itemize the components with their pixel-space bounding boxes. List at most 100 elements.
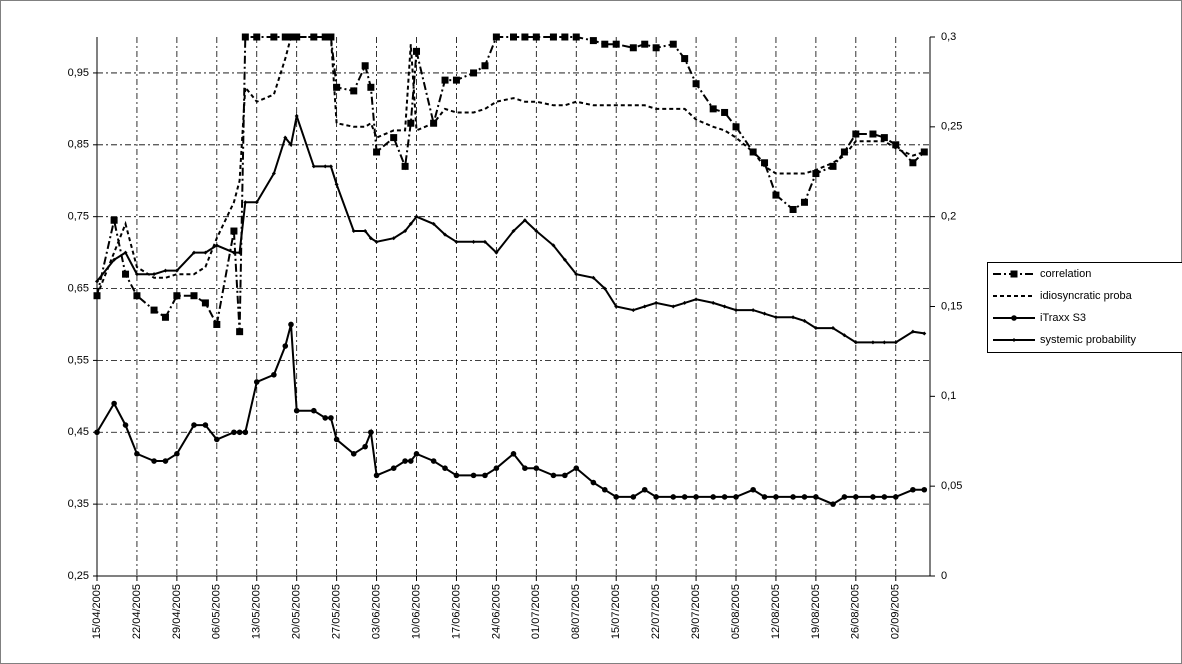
legend: correlation idiosyncratic proba iTraxx S3 s…	[987, 262, 1182, 353]
marker	[830, 501, 836, 507]
x-tick-label: 29/07/2005	[690, 584, 702, 639]
x-tick-label: 22/04/2005	[131, 584, 143, 639]
marker	[482, 472, 488, 479]
marker	[243, 200, 248, 205]
marker	[362, 443, 368, 450]
marker	[328, 415, 334, 421]
marker	[173, 292, 181, 300]
marker	[430, 458, 437, 464]
marker	[749, 148, 757, 156]
marker	[191, 250, 196, 255]
marker	[152, 272, 157, 277]
x-tick-label: 20/05/2005	[291, 584, 303, 639]
marker	[562, 257, 567, 262]
marker	[750, 486, 756, 493]
marker	[670, 494, 677, 500]
marker	[408, 458, 414, 464]
legend-box	[987, 262, 1182, 353]
marker	[722, 304, 727, 309]
marker	[762, 311, 767, 316]
marker	[163, 268, 168, 273]
marker	[761, 159, 769, 167]
marker	[368, 429, 374, 436]
marker	[882, 340, 887, 345]
grid: 0,25 0,35 0,45 0,55 0,65 0,75 0,85 0,95 0 0,05 0,1…	[68, 31, 963, 639]
marker	[361, 62, 369, 70]
marker	[374, 239, 379, 244]
marker	[134, 451, 140, 457]
marker	[813, 326, 818, 331]
marker	[492, 33, 500, 41]
x-tick-label: 22/07/2005	[650, 584, 662, 639]
marker	[133, 292, 141, 300]
plot-area	[93, 33, 928, 507]
marker	[561, 33, 569, 41]
marker	[892, 141, 900, 149]
marker	[681, 55, 689, 63]
marker	[202, 422, 209, 428]
marker	[772, 191, 780, 199]
marker	[334, 182, 339, 187]
marker	[203, 250, 208, 255]
x-tick-label: 06/05/2005	[211, 584, 223, 639]
marker	[1011, 315, 1017, 321]
marker	[328, 164, 333, 169]
marker	[413, 451, 420, 457]
marker	[842, 333, 847, 338]
marker	[629, 44, 637, 52]
marker	[800, 198, 808, 206]
x-tick-label: 15/04/2005	[91, 584, 103, 639]
marker	[271, 171, 276, 176]
marker	[869, 130, 877, 138]
marker	[922, 331, 927, 336]
marker	[174, 451, 180, 457]
marker	[373, 148, 381, 156]
marker	[391, 236, 396, 241]
marker	[214, 436, 220, 443]
marker	[550, 472, 557, 479]
x-tick-label: 10/06/2005	[410, 584, 422, 639]
marker	[802, 318, 807, 323]
y-tick-label: 0,95	[68, 67, 89, 79]
x-tick-label: 08/07/2005	[570, 584, 582, 639]
marker	[431, 221, 436, 226]
y-tick-label: 0,35	[68, 498, 89, 510]
series-line	[96, 112, 925, 344]
y2-tick-label: 0,2	[941, 211, 956, 223]
marker	[880, 134, 888, 142]
marker	[402, 458, 408, 464]
marker	[93, 292, 101, 300]
marker	[470, 69, 478, 77]
marker	[602, 286, 607, 291]
marker	[669, 40, 677, 48]
marker	[470, 472, 477, 479]
marker	[921, 486, 928, 493]
marker	[214, 243, 219, 248]
marker	[549, 33, 557, 41]
marker	[521, 33, 529, 41]
marker	[773, 315, 778, 320]
marker	[253, 33, 261, 41]
x-tick-label: 24/06/2005	[490, 584, 502, 639]
marker	[671, 304, 676, 309]
marker	[522, 218, 527, 223]
marker	[789, 205, 797, 213]
x-tick-label: 29/04/2005	[171, 584, 183, 639]
marker	[909, 159, 917, 167]
marker	[682, 300, 687, 305]
marker	[288, 142, 293, 147]
marker	[533, 465, 540, 472]
marker	[122, 270, 130, 278]
marker	[231, 250, 236, 255]
x-tick-label: 03/06/2005	[370, 584, 382, 639]
marker	[572, 33, 580, 41]
marker	[642, 304, 647, 309]
marker	[761, 494, 768, 500]
marker	[601, 40, 609, 48]
marker	[510, 33, 517, 41]
marker	[732, 123, 740, 131]
marker	[241, 33, 249, 41]
marker	[493, 465, 500, 472]
y2-tick-label: 0,1	[941, 390, 956, 402]
marker	[692, 80, 700, 88]
